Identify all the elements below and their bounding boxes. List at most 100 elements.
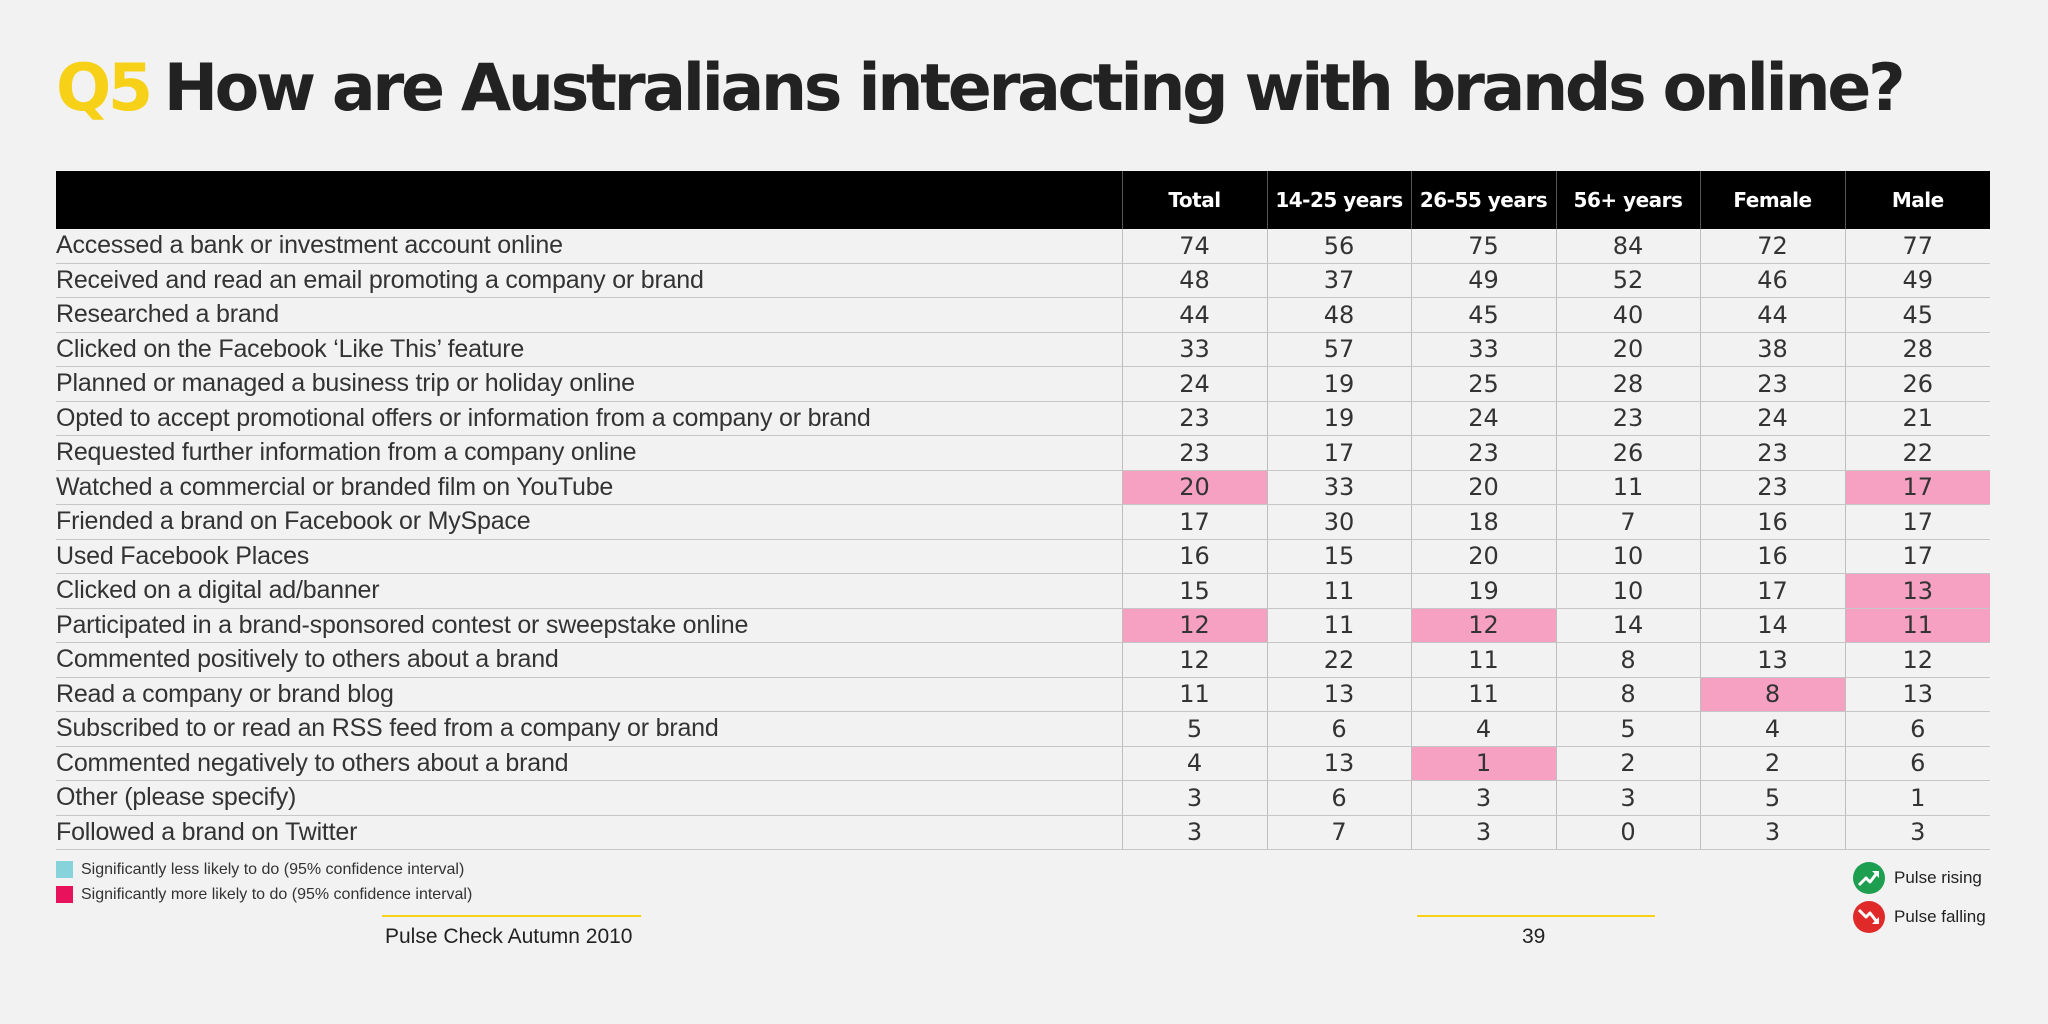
value-cell: 23 (1121, 435, 1267, 471)
row-label: Participated in a brand-sponsored contes… (56, 608, 1122, 643)
value-cell: 4 (1410, 711, 1556, 747)
value-cell: 18 (1410, 504, 1556, 540)
value-cell-highlighted: 12 (1121, 608, 1267, 643)
value-cell: 23 (1699, 366, 1845, 402)
value-cell: 22 (1266, 642, 1411, 678)
row-label: Used Facebook Places (56, 539, 1122, 574)
value-cell: 28 (1844, 332, 1990, 367)
header-cell: Male (1844, 171, 1990, 229)
value-cell: 11 (1266, 608, 1411, 643)
value-cell: 11 (1121, 677, 1267, 712)
value-cell: 23 (1555, 401, 1700, 436)
pulse-falling-label: Pulse falling (1894, 907, 1986, 926)
pulse-rising-label: Pulse rising (1894, 868, 1982, 887)
value-cell: 77 (1844, 229, 1990, 264)
value-cell: 13 (1266, 677, 1411, 712)
table-row: Watched a commercial or branded film on … (56, 470, 1990, 505)
row-label: Commented negatively to others about a b… (56, 746, 1122, 781)
value-cell: 44 (1121, 297, 1267, 333)
table-row: Clicked on the Facebook ‘Like This’ feat… (56, 332, 1990, 367)
table-row: Commented positively to others about a b… (56, 642, 1990, 678)
table-row: Other (please specify) 3 6 3 3 5 1 (56, 780, 1990, 816)
footer-publication: Pulse Check Autumn 2010 (385, 925, 633, 948)
value-cell: 19 (1266, 366, 1411, 402)
value-cell: 72 (1699, 229, 1845, 264)
value-cell: 38 (1699, 332, 1845, 367)
header-cell: Total (1121, 171, 1267, 229)
row-label: Commented positively to others about a b… (56, 642, 1122, 678)
value-cell: 10 (1555, 573, 1700, 609)
value-cell: 2 (1699, 746, 1845, 781)
legend-label-more: Significantly more likely to do (95% con… (81, 885, 473, 903)
value-cell: 48 (1121, 263, 1267, 298)
pulse-rising-legend: Pulse rising (1852, 861, 1982, 895)
question-number: Q5 (56, 51, 153, 126)
value-cell: 10 (1555, 539, 1700, 574)
table-row: Planned or managed a business trip or ho… (56, 366, 1990, 402)
value-cell: 25 (1410, 366, 1556, 402)
value-cell: 23 (1699, 435, 1845, 471)
value-cell: 26 (1555, 435, 1700, 471)
table-row: Friended a brand on Facebook or MySpace 1… (56, 504, 1990, 540)
value-cell: 1 (1844, 780, 1990, 816)
table-row: Received and read an email promoting a c… (56, 263, 1990, 298)
value-cell: 75 (1410, 229, 1556, 264)
legend-item-less: Significantly less likely to do (95% con… (56, 857, 472, 882)
table-row: Researched a brand 44 48 45 40 44 45 (56, 297, 1990, 333)
value-cell: 40 (1555, 297, 1700, 333)
header-cell: 56+ years (1555, 171, 1700, 229)
value-cell: 12 (1121, 642, 1267, 678)
pulse-rising-icon (1853, 862, 1885, 894)
row-label: Received and read an email promoting a c… (56, 263, 1122, 298)
results-table: Total 14-25 years 26-55 years 56+ years Fema… (56, 171, 1990, 850)
value-cell: 45 (1410, 297, 1556, 333)
value-cell: 33 (1266, 470, 1411, 505)
value-cell: 17 (1121, 504, 1267, 540)
legend-label-less: Significantly less likely to do (95% con… (81, 860, 465, 878)
pulse-falling-icon (1853, 901, 1885, 933)
row-label: Friended a brand on Facebook or MySpace (56, 504, 1122, 540)
row-label: Clicked on the Facebook ‘Like This’ feat… (56, 332, 1122, 367)
row-label: Researched a brand (56, 297, 1122, 333)
pulse-falling-legend: Pulse falling (1852, 900, 1986, 934)
value-cell: 48 (1266, 297, 1411, 333)
value-cell: 3 (1121, 780, 1267, 816)
value-cell: 3 (1555, 780, 1700, 816)
value-cell: 7 (1266, 815, 1411, 850)
header-cell: 14-25 years (1266, 171, 1411, 229)
value-cell: 16 (1699, 539, 1845, 574)
legend-swatch-less (56, 861, 73, 878)
value-cell: 57 (1266, 332, 1411, 367)
row-label: Other (please specify) (56, 780, 1122, 816)
value-cell-highlighted: 8 (1699, 677, 1845, 712)
page-number: 39 (1522, 925, 1546, 948)
value-cell: 23 (1699, 470, 1845, 505)
value-cell: 74 (1121, 229, 1267, 264)
page-title: Q5 How are Australians interacting with b… (56, 44, 1906, 134)
value-cell: 19 (1266, 401, 1411, 436)
value-cell: 0 (1555, 815, 1700, 850)
value-cell-highlighted: 11 (1844, 608, 1990, 643)
value-cell: 4 (1121, 746, 1267, 781)
value-cell: 49 (1844, 263, 1990, 298)
header-cell: Female (1699, 171, 1845, 229)
value-cell: 15 (1266, 539, 1411, 574)
header-label-column (56, 171, 1122, 229)
value-cell: 3 (1410, 815, 1556, 850)
value-cell: 3 (1121, 815, 1267, 850)
value-cell: 6 (1266, 780, 1411, 816)
legend: Significantly less likely to do (95% con… (56, 857, 472, 907)
value-cell: 17 (1844, 539, 1990, 574)
row-label: Planned or managed a business trip or ho… (56, 366, 1122, 402)
table-row: Commented negatively to others about a b… (56, 746, 1990, 781)
value-cell: 7 (1555, 504, 1700, 540)
value-cell: 24 (1699, 401, 1845, 436)
value-cell-highlighted: 12 (1410, 608, 1556, 643)
value-cell: 30 (1266, 504, 1411, 540)
value-cell: 3 (1844, 815, 1990, 850)
value-cell: 23 (1410, 435, 1556, 471)
row-label: Subscribed to or read an RSS feed from a… (56, 711, 1122, 747)
value-cell: 24 (1121, 366, 1267, 402)
value-cell: 21 (1844, 401, 1990, 436)
value-cell: 23 (1121, 401, 1267, 436)
